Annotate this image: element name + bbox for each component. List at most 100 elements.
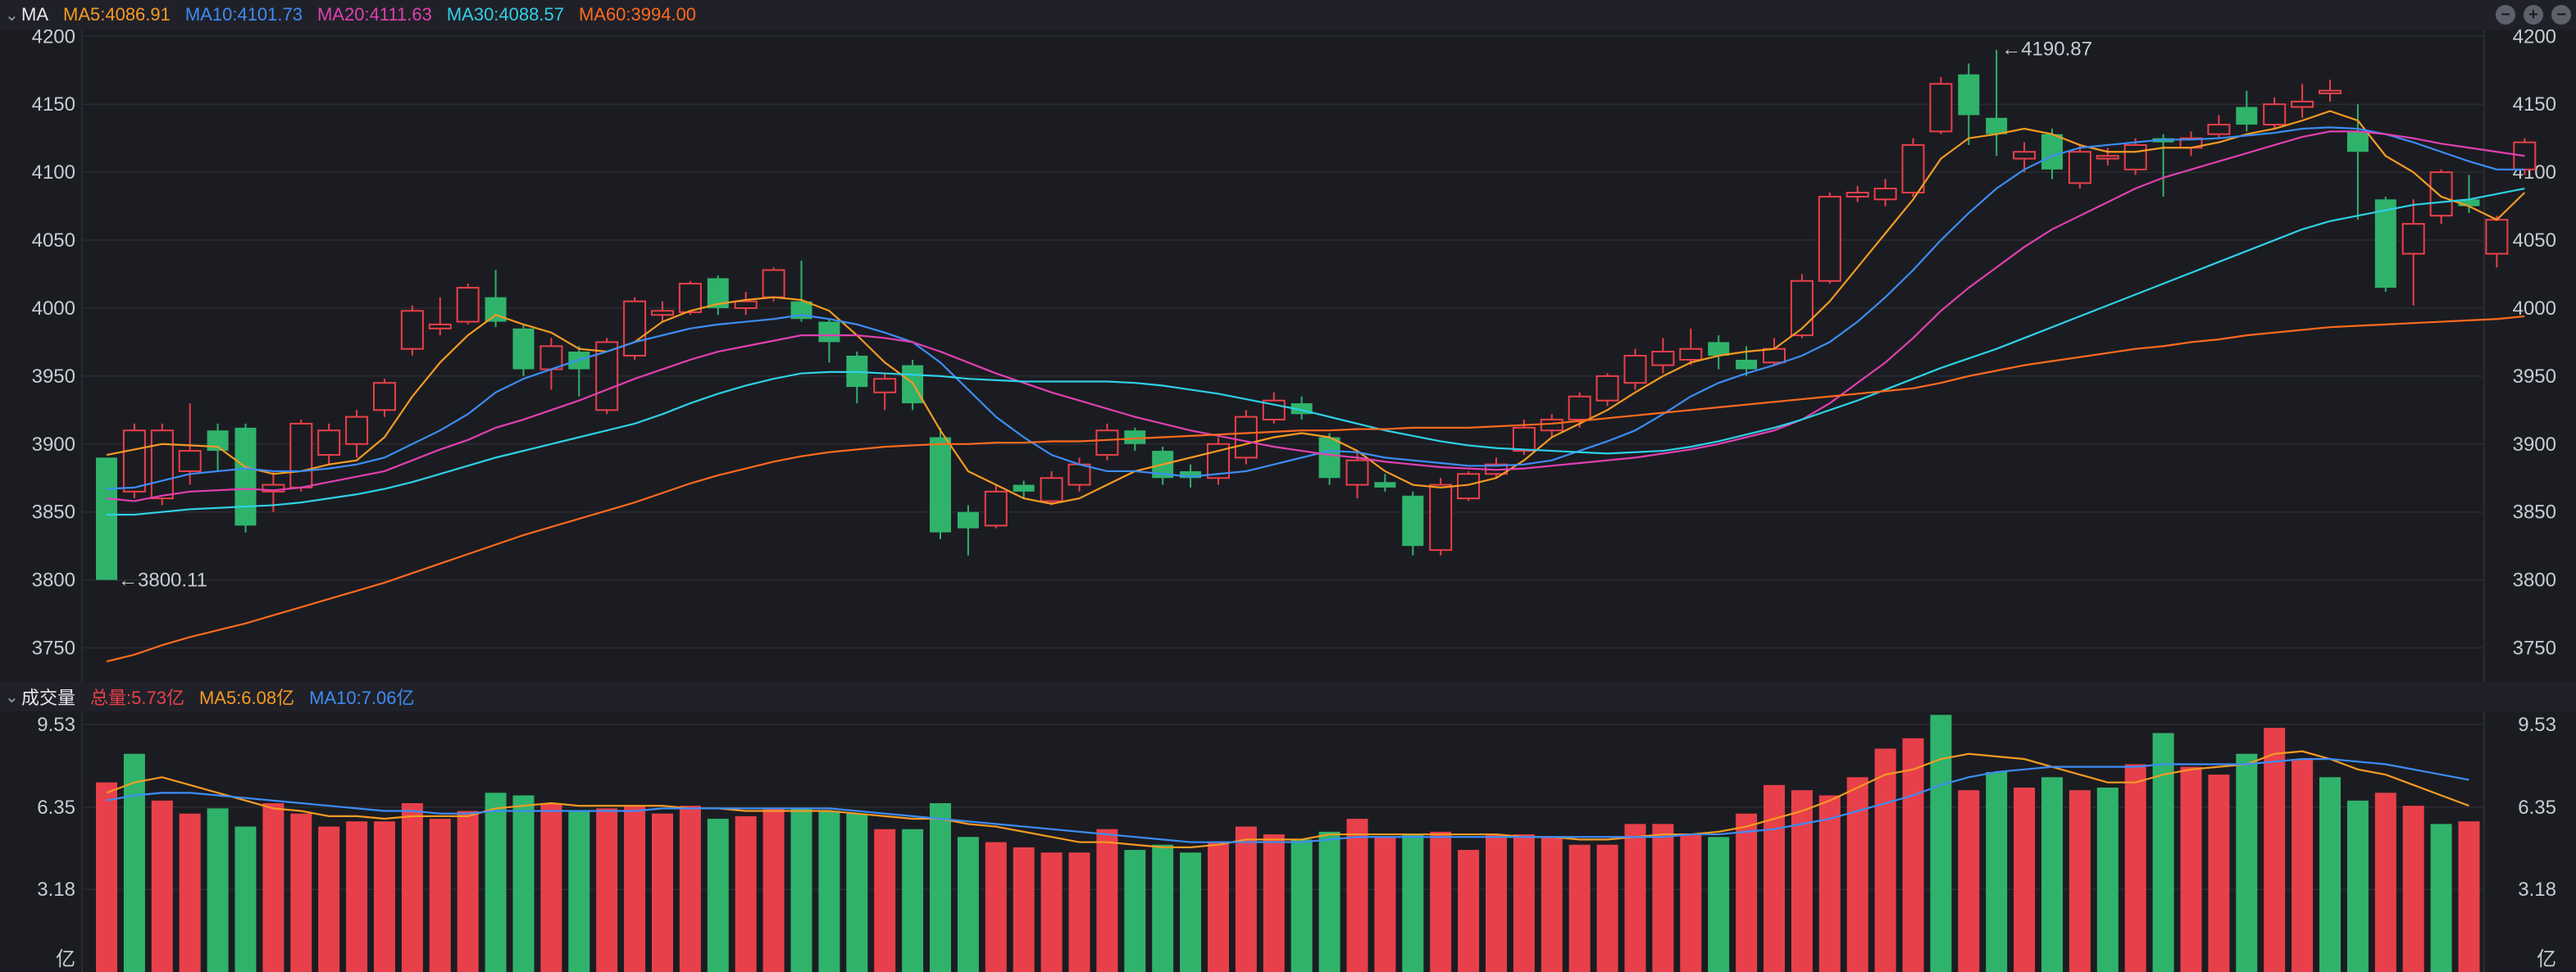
volume-bar[interactable]: [1374, 837, 1396, 972]
volume-bar[interactable]: [1930, 715, 1952, 972]
volume-bar[interactable]: [707, 819, 729, 972]
candle[interactable]: [2401, 199, 2425, 306]
volume-bar[interactable]: [179, 813, 201, 972]
candle[interactable]: [2096, 148, 2119, 166]
candle[interactable]: [345, 410, 369, 458]
volume-bar[interactable]: [2236, 753, 2258, 972]
volume-bar[interactable]: [2346, 800, 2369, 972]
candle[interactable]: [289, 419, 313, 492]
volume-bar[interactable]: [2124, 764, 2146, 972]
candle[interactable]: [957, 505, 979, 556]
candle[interactable]: [1595, 373, 1619, 407]
candle[interactable]: [2207, 115, 2231, 139]
volume-bar[interactable]: [930, 803, 951, 972]
volume-bar[interactable]: [1568, 844, 1591, 972]
volume-bar[interactable]: [1346, 819, 1368, 972]
volume-bar[interactable]: [123, 753, 145, 972]
candle[interactable]: [873, 373, 897, 411]
candle[interactable]: [373, 379, 396, 417]
volume-bar[interactable]: [1180, 852, 1202, 972]
candle[interactable]: [1318, 433, 1340, 485]
candle[interactable]: [1429, 478, 1453, 556]
candle[interactable]: [2263, 97, 2287, 129]
volume-bar[interactable]: [2152, 733, 2174, 972]
volume-bar[interactable]: [262, 803, 284, 972]
volume-bar[interactable]: [1958, 790, 1980, 972]
volume-bar[interactable]: [818, 811, 840, 972]
volume-bar[interactable]: [1986, 771, 2008, 972]
volume-bar[interactable]: [2319, 777, 2341, 972]
volume-bar[interactable]: [1290, 839, 1313, 972]
volume-bar[interactable]: [1513, 834, 1535, 972]
volume-bar[interactable]: [1902, 738, 1924, 972]
volume-bar[interactable]: [1263, 834, 1285, 972]
volume-bar[interactable]: [151, 800, 173, 972]
volume-bar[interactable]: [2180, 766, 2202, 972]
candle[interactable]: [2013, 142, 2037, 173]
candle[interactable]: [651, 301, 674, 322]
candle[interactable]: [1763, 338, 1786, 366]
candle[interactable]: [512, 324, 535, 376]
candle[interactable]: [623, 297, 647, 360]
volume-bar[interactable]: [1596, 844, 1618, 972]
volume-bar[interactable]: [1486, 834, 1507, 972]
candle[interactable]: [984, 484, 1008, 529]
candle[interactable]: [734, 292, 758, 316]
zoom-in-icon[interactable]: +: [2524, 5, 2543, 25]
candle[interactable]: [1929, 77, 1953, 134]
volume-bar[interactable]: [1430, 831, 1452, 972]
volume-bar[interactable]: [624, 806, 646, 972]
volume-bar[interactable]: [985, 842, 1007, 972]
volume-bar-chart[interactable]: 9.53 9.53 6.35 6.35 3.18 3.18 亿 亿: [0, 711, 2576, 972]
candle[interactable]: [1846, 185, 1869, 202]
volume-bar[interactable]: [1874, 748, 1896, 972]
volume-bar[interactable]: [1652, 824, 1674, 972]
volume-bar[interactable]: [790, 808, 812, 972]
volume-bar[interactable]: [874, 829, 896, 972]
candle[interactable]: [902, 359, 924, 411]
candle[interactable]: [1512, 419, 1536, 456]
volume-bar[interactable]: [1096, 829, 1118, 972]
volume-bar[interactable]: [2374, 793, 2396, 972]
volume-bar[interactable]: [1541, 837, 1563, 972]
volume-bar[interactable]: [1736, 813, 1758, 972]
volume-bar[interactable]: [1068, 852, 1090, 972]
volume-bar[interactable]: [2208, 774, 2230, 972]
candle[interactable]: [1568, 392, 1591, 428]
volume-bar[interactable]: [1040, 852, 1063, 972]
volume-bar[interactable]: [2430, 824, 2452, 972]
volume-bar[interactable]: [2292, 759, 2314, 972]
candle[interactable]: [2429, 169, 2453, 225]
volume-bar[interactable]: [1318, 831, 1340, 972]
volume-bar[interactable]: [290, 813, 312, 972]
volume-bar[interactable]: [1013, 847, 1035, 972]
volume-bar[interactable]: [1152, 844, 1174, 972]
volume-bar[interactable]: [2458, 821, 2480, 972]
zoom-out-icon[interactable]: −: [2496, 5, 2515, 25]
volume-bar[interactable]: [485, 793, 507, 972]
candle[interactable]: [930, 427, 951, 539]
volume-bar[interactable]: [540, 803, 562, 972]
candle[interactable]: [2346, 104, 2369, 220]
candle[interactable]: [1708, 335, 1730, 370]
candle[interactable]: [1958, 63, 1980, 145]
candle[interactable]: [2291, 84, 2314, 118]
candle[interactable]: [428, 297, 452, 336]
volume-bar[interactable]: [1208, 842, 1229, 972]
candle[interactable]: [1623, 348, 1647, 390]
candle[interactable]: [2068, 144, 2091, 189]
candle[interactable]: [678, 280, 702, 316]
candle[interactable]: [2123, 138, 2147, 175]
volume-bar[interactable]: [401, 803, 423, 972]
volume-bar[interactable]: [762, 808, 785, 972]
candle[interactable]: [1679, 328, 1703, 366]
candle[interactable]: [1402, 491, 1424, 556]
volume-bar[interactable]: [457, 811, 479, 972]
candle[interactable]: [96, 457, 117, 580]
candle[interactable]: [595, 338, 619, 415]
candle[interactable]: [1818, 193, 1841, 284]
volume-bar[interactable]: [512, 795, 535, 972]
candle[interactable]: [2374, 196, 2396, 293]
volume-bar[interactable]: [652, 813, 673, 972]
